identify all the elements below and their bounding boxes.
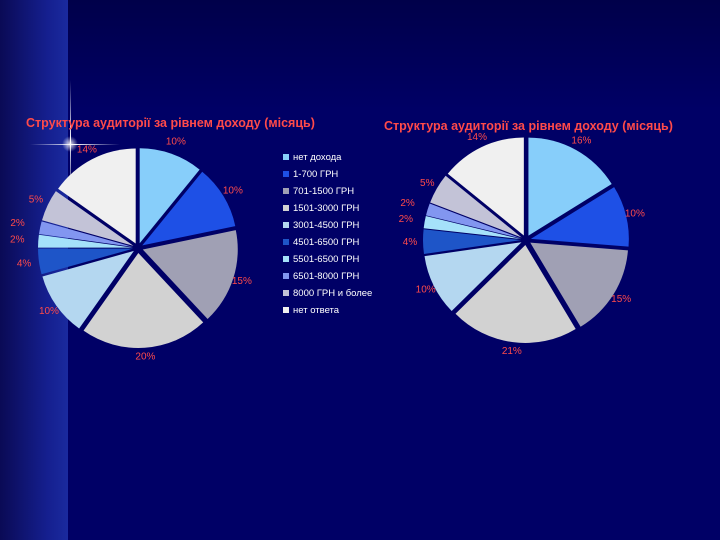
pie-slice-4 xyxy=(42,250,134,329)
pie-slice-5 xyxy=(38,248,134,275)
pie-data-label-1: 10% xyxy=(625,209,645,220)
legend-swatch-7 xyxy=(283,273,289,279)
chart-title-left: Структура аудиторії за рівнем доходу (мі… xyxy=(26,116,315,130)
legend-label-4: 3001-4500 ГРН xyxy=(293,220,360,231)
pie-slice-1 xyxy=(530,187,629,247)
legend-swatch-0 xyxy=(283,154,289,160)
legend: нет дохода 1-700 ГРН 701-1500 ГРН 1501-3000… xyxy=(283,152,372,316)
pie-data-label-5: 4% xyxy=(17,259,32,270)
legend-swatch-2 xyxy=(283,188,289,194)
pie-slice-6 xyxy=(38,234,134,248)
pie-data-label-6: 2% xyxy=(10,235,25,246)
pie-slice-2 xyxy=(142,230,238,319)
pie-data-label-0: 10% xyxy=(166,137,186,148)
pie-slice-2 xyxy=(530,242,628,327)
pie-slice-3 xyxy=(455,244,576,343)
pie-data-label-4: 10% xyxy=(416,285,436,296)
pie-data-label-4: 10% xyxy=(39,306,59,317)
pie-slice-1 xyxy=(142,171,236,246)
pie-data-label-2: 15% xyxy=(611,294,631,305)
background-top-band xyxy=(0,0,720,110)
pie-data-label-3: 21% xyxy=(502,346,522,357)
legend-label-2: 701-1500 ГРН xyxy=(293,186,354,197)
legend-label-1: 1-700 ГРН xyxy=(293,169,338,180)
pie-slice-9 xyxy=(447,137,524,236)
pie-data-label-5: 4% xyxy=(403,237,418,248)
pie-data-label-7: 2% xyxy=(10,218,25,229)
legend-label-9: нет ответа xyxy=(293,305,340,316)
pie-data-label-9: 14% xyxy=(77,144,97,155)
pie-data-label-3: 20% xyxy=(135,352,155,363)
legend-swatch-9 xyxy=(283,307,289,313)
pie-slice-4 xyxy=(424,242,522,311)
pie-slice-8 xyxy=(42,191,134,246)
pie-slice-7 xyxy=(38,221,134,247)
pie-chart-left: 10% 10% 15% 20% 10% 4% 2% 2% 5% 14% xyxy=(10,137,252,363)
pie-slice-0 xyxy=(139,148,200,244)
legend-label-8: 8000 ГРН и более xyxy=(293,288,372,299)
pie-slice-6 xyxy=(423,216,522,240)
legend-swatch-5 xyxy=(283,239,289,245)
legend-swatch-1 xyxy=(283,171,289,177)
pie-slice-5 xyxy=(423,229,522,255)
legend-label-7: 6501-8000 ГРН xyxy=(293,271,360,282)
pie-data-label-2: 15% xyxy=(232,276,252,287)
legend-swatch-6 xyxy=(283,256,289,262)
pie-slice-0 xyxy=(528,137,612,236)
pie-data-label-8: 5% xyxy=(29,194,44,205)
pie-slice-8 xyxy=(430,175,522,238)
legend-swatch-3 xyxy=(283,205,289,211)
pie-slice-3 xyxy=(83,252,204,348)
pie-data-label-6: 2% xyxy=(399,214,414,225)
pie-slice-7 xyxy=(425,203,522,239)
pie-data-label-9: 14% xyxy=(467,132,487,143)
light-flare-glow xyxy=(62,136,78,152)
legend-swatch-4 xyxy=(283,222,289,228)
pie-data-label-8: 5% xyxy=(420,178,435,189)
legend-label-0: нет дохода xyxy=(293,152,342,163)
legend-swatch-8 xyxy=(283,290,289,296)
pie-data-label-1: 10% xyxy=(223,185,243,196)
chart-title-right: Структура аудиторії за рівнем доходу (мі… xyxy=(384,119,673,133)
legend-label-6: 5501-6500 ГРН xyxy=(293,254,360,265)
pie-data-label-0: 16% xyxy=(571,135,591,146)
legend-label-5: 4501-6500 ГРН xyxy=(293,237,360,248)
pie-data-label-7: 2% xyxy=(400,198,415,209)
pie-chart-right: 16% 10% 15% 21% 10% 4% 2% 2% 5% 14% xyxy=(399,132,645,357)
pie-slice-9 xyxy=(58,148,136,244)
legend-label-3: 1501-3000 ГРН xyxy=(293,203,360,214)
